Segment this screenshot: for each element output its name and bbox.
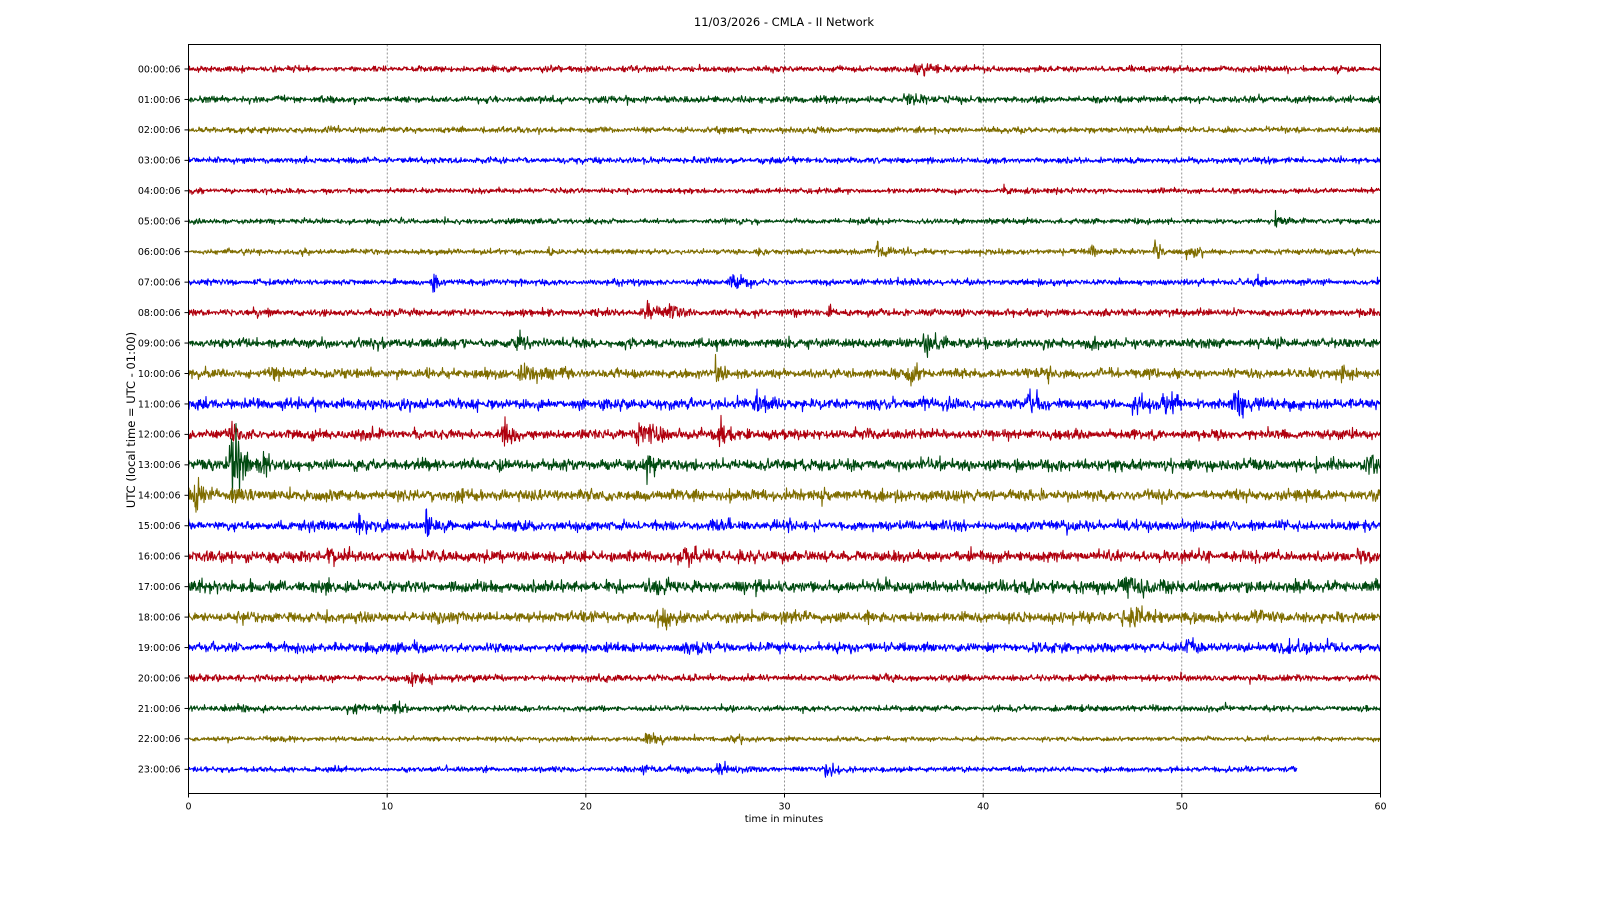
trace-05-00-06 (187, 209, 1382, 228)
trace-16-00-06 (187, 545, 1382, 568)
y-tick-label-12: 12:00:06 (138, 430, 181, 441)
y-tick-label-22: 22:00:06 (138, 734, 181, 745)
x-tick-label-40: 40 (977, 802, 989, 813)
y-tick-label-23: 23:00:06 (138, 765, 181, 776)
trace-17-00-06 (187, 576, 1382, 599)
y-tick-label-3: 03:00:06 (138, 156, 181, 167)
trace-19-00-06 (188, 637, 1382, 656)
trace-12-00-06 (188, 414, 1382, 448)
trace-20-00-06 (187, 671, 1382, 687)
y-axis-label: UTC (local time = UTC - 01:00) (124, 332, 138, 508)
chart-title: 11/03/2026 - CMLA - II Network (694, 15, 874, 29)
trace-10-00-06 (187, 353, 1381, 387)
trace-13-00-06 (187, 422, 1382, 499)
trace-14-00-06 (187, 476, 1382, 513)
y-axis-ticks: 00:00:06 01:00:06 02:00:06 03:00:06 04:00:06… (138, 64, 189, 776)
trace-00-00-06 (188, 63, 1382, 77)
trace-06-00-06 (188, 239, 1381, 261)
trace-08-00-06 (187, 299, 1382, 320)
x-tick-label-60: 60 (1374, 802, 1386, 813)
x-axis-label: time in minutes (745, 814, 824, 825)
y-tick-label-0: 00:00:06 (138, 64, 181, 75)
trace-09-00-06 (187, 329, 1382, 358)
y-tick-label-14: 14:00:06 (138, 491, 181, 502)
y-tick-label-1: 01:00:06 (138, 95, 181, 106)
x-tick-label-20: 20 (580, 802, 592, 813)
y-tick-label-20: 20:00:06 (138, 673, 181, 684)
trace-lines (187, 63, 1382, 778)
trace-07-00-06 (187, 273, 1382, 293)
y-tick-label-6: 06:00:06 (138, 247, 181, 258)
y-tick-label-16: 16:00:06 (138, 552, 181, 563)
x-tick-label-50: 50 (1176, 802, 1188, 813)
y-tick-label-4: 04:00:06 (138, 186, 181, 197)
y-tick-label-17: 17:00:06 (138, 582, 181, 593)
x-tick-label-10: 10 (381, 802, 393, 813)
y-tick-label-2: 02:00:06 (138, 125, 181, 136)
trace-11-00-06 (187, 388, 1381, 419)
y-tick-label-8: 08:00:06 (138, 308, 181, 319)
y-tick-label-11: 11:00:06 (138, 399, 181, 410)
x-tick-label-30: 30 (778, 802, 790, 813)
trace-01-00-06 (188, 93, 1381, 106)
y-tick-label-19: 19:00:06 (138, 643, 181, 654)
trace-18-00-06 (187, 605, 1382, 631)
y-tick-label-9: 09:00:06 (138, 338, 181, 349)
x-tick-label-0: 0 (185, 802, 191, 813)
trace-15-00-06 (187, 508, 1382, 537)
trace-21-00-06 (187, 700, 1381, 716)
y-tick-label-15: 15:00:06 (138, 521, 181, 532)
y-tick-label-5: 05:00:06 (138, 217, 181, 228)
grid-lines (386, 44, 1183, 794)
x-axis-ticks: 0 10 20 30 40 50 60 (185, 793, 1387, 813)
y-tick-label-7: 07:00:06 (138, 277, 181, 288)
y-tick-label-18: 18:00:06 (138, 612, 181, 623)
y-tick-label-21: 21:00:06 (138, 704, 181, 715)
trace-04-00-06 (188, 183, 1381, 196)
y-tick-label-13: 13:00:06 (138, 460, 181, 471)
trace-22-00-06 (188, 732, 1381, 746)
trace-02-00-06 (187, 124, 1382, 136)
trace-03-00-06 (187, 155, 1382, 165)
trace-23-00-06 (187, 760, 1298, 778)
y-tick-label-10: 10:00:06 (138, 369, 181, 380)
